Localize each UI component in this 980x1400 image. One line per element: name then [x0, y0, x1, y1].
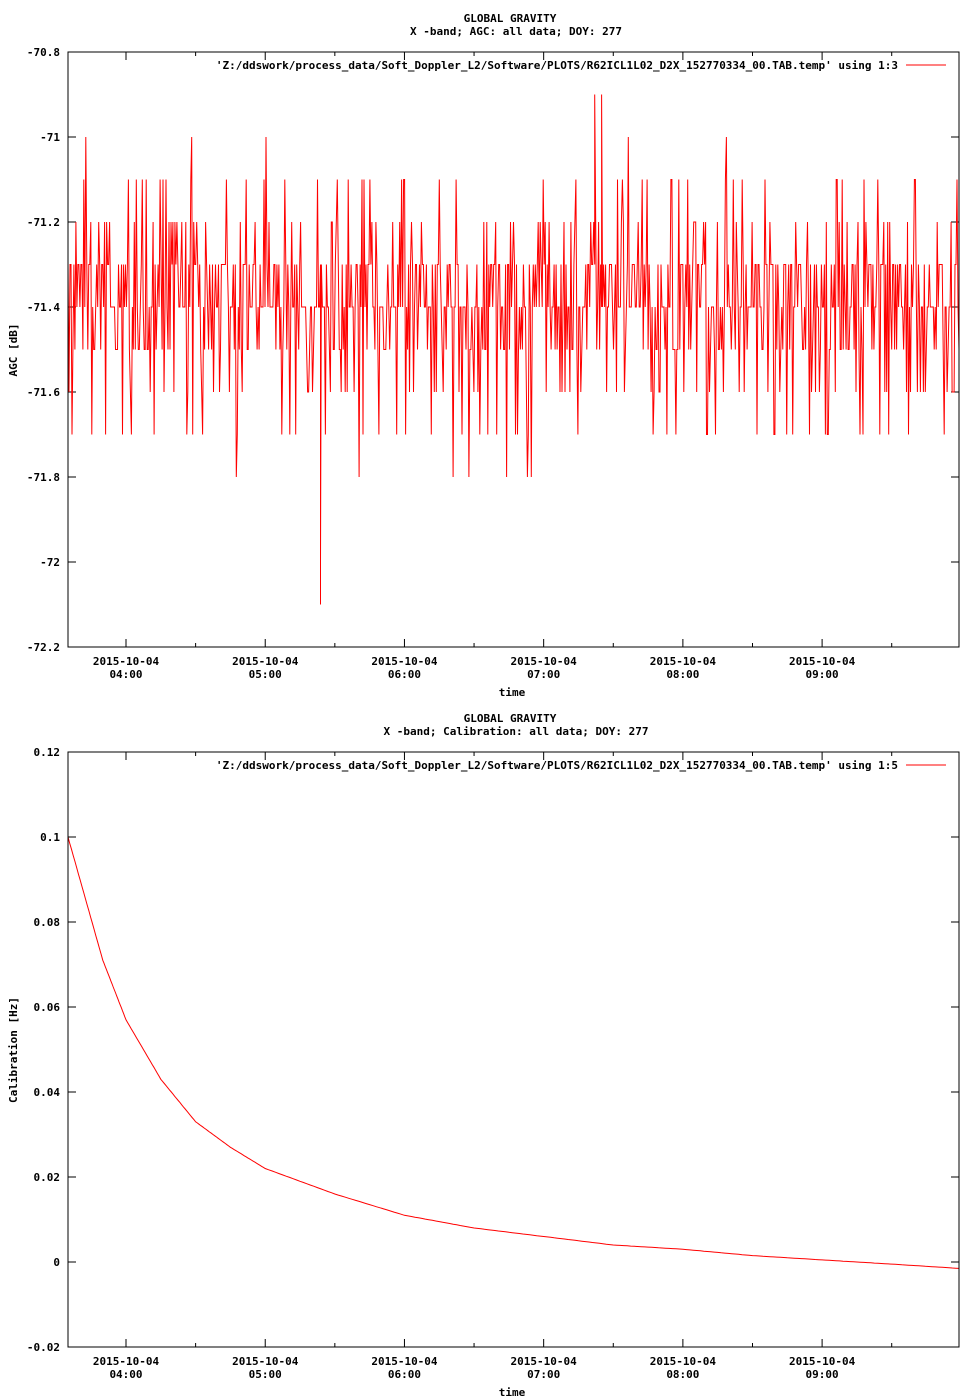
x-tick-label-time: 05:00: [249, 1368, 282, 1381]
y-tick-label: -71: [40, 131, 60, 144]
x-tick-label-time: 04:00: [109, 668, 142, 681]
x-tick-label-date: 2015-10-04: [511, 655, 578, 668]
y-tick-label: -72: [40, 556, 60, 569]
calibration-chart-panel: GLOBAL GRAVITY X -band; Calibration: all…: [7, 712, 960, 1399]
x-tick-label-date: 2015-10-04: [511, 1355, 578, 1368]
y-tick-label: 0.08: [34, 916, 61, 929]
y-axis-label: Calibration [Hz]: [7, 997, 20, 1103]
plot-frame: [67, 51, 960, 648]
chart-title: GLOBAL GRAVITY: [464, 712, 557, 725]
x-tick-label-date: 2015-10-04: [789, 655, 856, 668]
x-tick-label-date: 2015-10-04: [650, 655, 717, 668]
y-axis-label: AGC [dB]: [7, 324, 20, 377]
legend-label: 'Z:/ddswork/process_data/Soft_Doppler_L2…: [216, 59, 898, 72]
x-tick-label-date: 2015-10-04: [93, 655, 160, 668]
y-tick-label: 0.12: [34, 746, 61, 759]
axis-ticks-group: 0.120.10.080.060.040.020-0.022015-10-040…: [27, 746, 959, 1381]
plot-frame: [67, 751, 960, 1348]
chart-subtitle: X -band; Calibration: all data; DOY: 277: [384, 725, 649, 738]
x-tick-label-date: 2015-10-04: [371, 1355, 438, 1368]
x-tick-label-time: 09:00: [806, 668, 839, 681]
y-tick-label: 0.06: [34, 1001, 61, 1014]
x-tick-label-time: 08:00: [666, 668, 699, 681]
x-tick-label-time: 06:00: [388, 668, 421, 681]
x-tick-label-time: 07:00: [527, 668, 560, 681]
y-tick-label: -71.6: [27, 386, 60, 399]
chart-subtitle: X -band; AGC: all data; DOY: 277: [410, 25, 622, 38]
x-tick-label-time: 09:00: [806, 1368, 839, 1381]
y-tick-label: 0.02: [34, 1171, 61, 1184]
x-tick-label-time: 05:00: [249, 668, 282, 681]
y-tick-label: -72.2: [27, 641, 60, 654]
y-tick-label: -0.02: [27, 1341, 60, 1354]
chart-title: GLOBAL GRAVITY: [464, 12, 557, 25]
legend-label: 'Z:/ddswork/process_data/Soft_Doppler_L2…: [216, 759, 898, 772]
x-tick-label-date: 2015-10-04: [789, 1355, 856, 1368]
y-tick-label: -71.4: [27, 301, 60, 314]
y-tick-label: 0.04: [34, 1086, 61, 1099]
y-tick-label: -71.8: [27, 471, 60, 484]
y-tick-label: -70.8: [27, 46, 60, 59]
y-tick-label: 0.1: [40, 831, 60, 844]
series-group: [67, 836, 960, 1269]
x-tick-label-time: 07:00: [527, 1368, 560, 1381]
x-tick-label-date: 2015-10-04: [232, 1355, 299, 1368]
x-tick-label-date: 2015-10-04: [232, 655, 299, 668]
axis-ticks-group: -70.8 -71 -71.2 -71.4 -71.6 -71.8 -72 -72.2 2015…: [27, 46, 959, 681]
x-tick-label-date: 2015-10-04: [371, 655, 438, 668]
series-line: [67, 94, 960, 605]
x-tick-label-time: 04:00: [109, 1368, 142, 1381]
agc-chart-panel: GLOBAL GRAVITY X -band; AGC: all data; D…: [7, 12, 960, 699]
x-axis-label: time: [499, 1386, 526, 1399]
x-tick-label-date: 2015-10-04: [93, 1355, 160, 1368]
x-tick-label-date: 2015-10-04: [650, 1355, 717, 1368]
y-tick-label: 0: [53, 1256, 60, 1269]
y-tick-label: -71.2: [27, 216, 60, 229]
x-tick-label-time: 08:00: [666, 1368, 699, 1381]
x-axis-label: time: [499, 686, 526, 699]
series-group: [67, 94, 960, 605]
x-tick-label-time: 06:00: [388, 1368, 421, 1381]
series-line: [67, 836, 960, 1269]
